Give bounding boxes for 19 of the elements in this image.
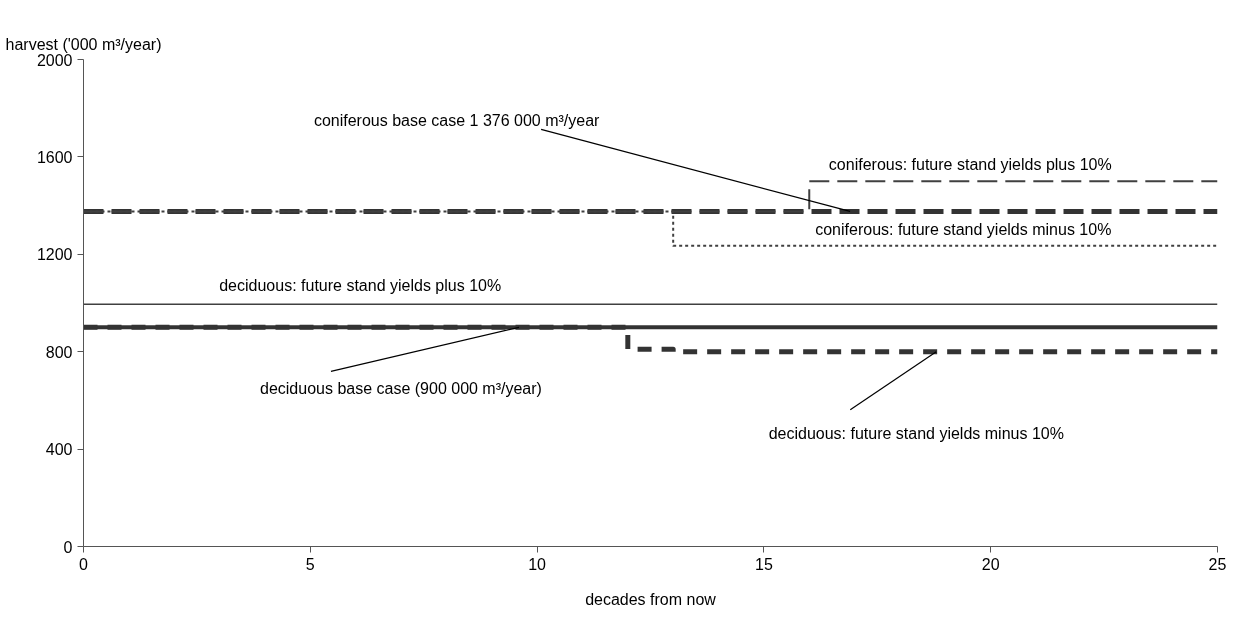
annotation: coniferous base case 1 376 000 m³/year — [313, 111, 601, 129]
y-tick-label: 800 — [45, 343, 73, 361]
annotation: deciduous: future stand yields plus 10% — [219, 276, 502, 294]
annotation: deciduous base case (900 000 m³/year) — [259, 379, 542, 397]
y-tick-label: 0 — [63, 538, 73, 556]
x-axis-title: decades from now — [585, 590, 717, 608]
x-tick-label: 10 — [528, 555, 547, 573]
annotation: coniferous: future stand yields plus 10% — [828, 155, 1112, 173]
y-tick-label: 1600 — [36, 148, 73, 166]
y-axis-title: harvest ('000 m³/year) — [5, 35, 162, 53]
x-tick-label: 0 — [79, 555, 89, 573]
annotation: coniferous: future stand yields minus 10% — [815, 221, 1112, 239]
y-tick-label: 400 — [45, 441, 73, 459]
x-tick-label: 20 — [981, 555, 1000, 573]
annotation: deciduous: future stand yields minus 10% — [768, 425, 1064, 443]
y-tick-label: 1200 — [36, 246, 73, 264]
x-tick-label: 25 — [1208, 555, 1227, 573]
x-tick-label: 5 — [305, 555, 315, 573]
x-tick-label: 15 — [755, 555, 773, 573]
